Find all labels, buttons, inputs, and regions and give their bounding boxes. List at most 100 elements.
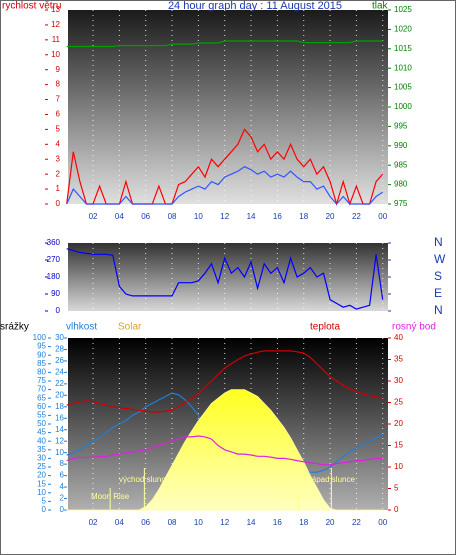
y-tick-label: 95 [37, 342, 46, 351]
series-line [66, 248, 384, 310]
x-tick-label: 02 [89, 212, 98, 221]
y3-tick-label: 6 [60, 471, 65, 480]
legend-label: rosný bod [392, 322, 436, 333]
y2-tick-label: 1000 [394, 102, 412, 111]
y-tick-label: 270 [47, 255, 61, 264]
x-tick-label: 06 [141, 212, 150, 221]
y2-tick-label: N [434, 235, 443, 249]
y2-tick-label: 1015 [394, 44, 412, 53]
y2-tick-label: 995 [394, 122, 408, 131]
panel-bg [68, 243, 388, 311]
y-tick-label: 90 [51, 289, 60, 298]
y-tick-label: 5 [42, 497, 47, 506]
y-tick-label: 35 [37, 445, 46, 454]
y2-tick-label: 15 [394, 441, 403, 450]
y3-tick-label: 0 [60, 505, 65, 514]
y-axis-label: rychlost větru [2, 1, 61, 12]
y-tick-label: 1 [56, 184, 61, 193]
y2-tick-label: 975 [394, 199, 408, 208]
x-tick-label: 04 [115, 212, 124, 221]
y-tick-label: 8 [56, 80, 61, 89]
y-tick-label: 85 [37, 359, 46, 368]
y-tick-label: 20 [37, 471, 46, 480]
y3-tick-label: 4 [60, 482, 65, 491]
y-tick-label: 180 [47, 272, 61, 281]
y-tick-label: 70 [37, 385, 46, 394]
y-tick-label: 7 [56, 95, 61, 104]
y-tick-label: 6 [56, 110, 61, 119]
x-tick-label: 10 [194, 212, 203, 221]
y-tick-label: 40 [37, 436, 46, 445]
series-line [66, 166, 384, 205]
y-tick-label: 0 [56, 306, 61, 315]
x-tick-label: 10 [194, 518, 203, 527]
y2-tick-label: 1010 [394, 63, 412, 72]
y3-tick-label: 18 [55, 402, 64, 411]
x-tick-label: 02 [89, 518, 98, 527]
y2-tick-label: 40 [394, 333, 403, 342]
y-tick-label: 3 [56, 154, 61, 163]
legend-label: teplota [310, 322, 340, 333]
y2-tick-label: 0 [394, 505, 399, 514]
y2-tick-label: 1020 [394, 25, 412, 34]
y-tick-label: 45 [37, 428, 46, 437]
series-line [66, 350, 383, 413]
y2-tick-label: 990 [394, 141, 408, 150]
legend-label: vlhkost [66, 322, 97, 333]
y-tick-label: 0 [56, 199, 61, 208]
annotation: západ slunce [308, 475, 356, 484]
y2-tick-label: 30 [394, 376, 403, 385]
x-tick-label: 08 [168, 212, 177, 221]
y-tick-label: 65 [37, 393, 46, 402]
y2-tick-label: N [434, 303, 443, 317]
y2-tick-label: 25 [394, 398, 403, 407]
y3-tick-label: 2 [60, 494, 65, 503]
y-tick-label: 12 [51, 20, 60, 29]
x-tick-label: 06 [141, 518, 150, 527]
x-tick-label: 00 [378, 212, 387, 221]
annotation: východ slunce [119, 475, 170, 484]
y-tick-label: 4 [56, 139, 61, 148]
y2-tick-label: E [434, 286, 442, 300]
y-tick-label: 5 [56, 124, 61, 133]
x-tick-label: 16 [273, 212, 282, 221]
x-tick-label: 14 [247, 518, 256, 527]
y3-tick-label: 14 [55, 425, 64, 434]
y3-tick-label: 20 [55, 390, 64, 399]
x-tick-label: 14 [247, 212, 256, 221]
y2-tick-label: 5 [394, 484, 399, 493]
y3-tick-label: 16 [55, 413, 64, 422]
x-tick-label: 20 [326, 212, 335, 221]
x-tick-label: 22 [352, 212, 361, 221]
y-tick-label: 10 [37, 488, 46, 497]
panel-bg [68, 10, 388, 204]
y-tick-label: 25 [37, 462, 46, 471]
y-tick-label: 360 [47, 238, 61, 247]
x-tick-label: 12 [220, 212, 229, 221]
y-tick-label: 15 [37, 479, 46, 488]
y-tick-label: 0 [42, 505, 47, 514]
annotation: Moon Rise [91, 492, 130, 501]
legend-label: Solar [118, 322, 142, 333]
x-tick-label: 12 [220, 518, 229, 527]
y-tick-label: 55 [37, 411, 46, 420]
y3-tick-label: 30 [55, 333, 64, 342]
annotation: Moon Set [281, 492, 316, 501]
x-tick-label: 00 [378, 518, 387, 527]
y2-tick-label: 1025 [394, 5, 412, 14]
y3-tick-label: 22 [55, 379, 64, 388]
y2-tick-label: 20 [394, 419, 403, 428]
y2-tick-label: S [434, 269, 442, 283]
y-axis-label: srážky [0, 322, 29, 333]
y3-tick-label: 26 [55, 356, 64, 365]
y-tick-label: 10 [51, 50, 60, 59]
y-tick-label: 13 [51, 5, 60, 14]
series-line [66, 40, 383, 48]
x-tick-label: 22 [352, 518, 361, 527]
x-tick-label: 04 [115, 518, 124, 527]
y-tick-label: 100 [33, 333, 47, 342]
y3-tick-label: 12 [55, 436, 64, 445]
series-line [66, 435, 383, 466]
